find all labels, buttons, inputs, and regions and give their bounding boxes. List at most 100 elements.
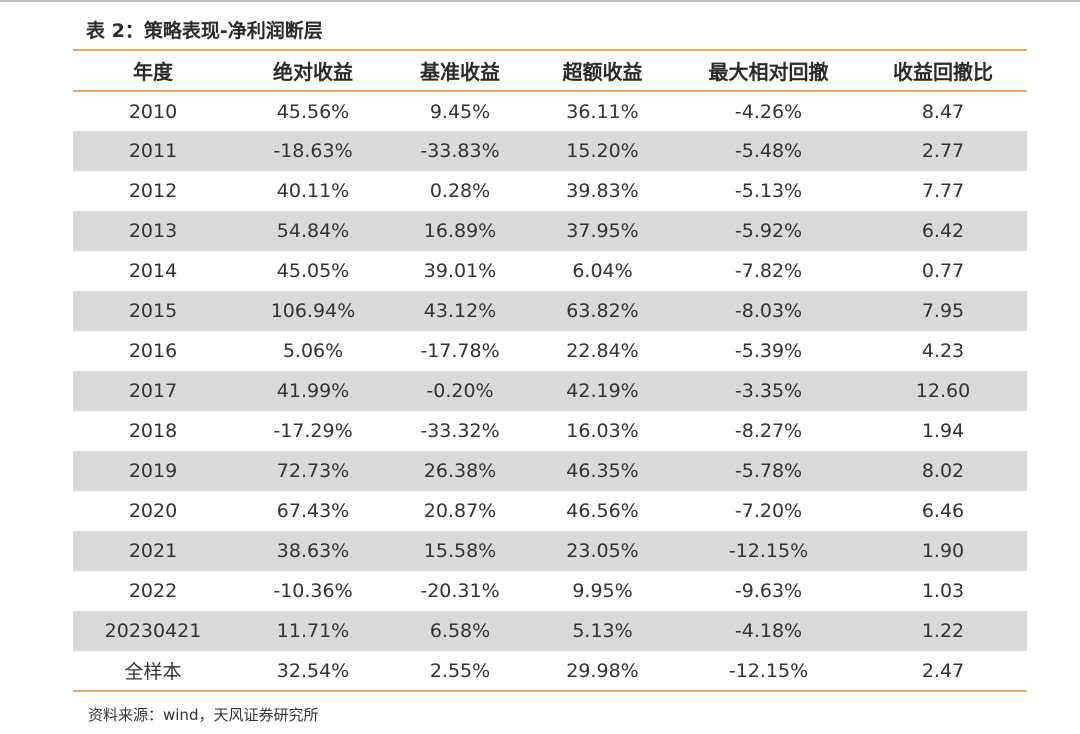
table-body: 2010 45.56% 9.45% 36.11% -4.26% 8.47 2011 -18.6… <box>73 91 1027 692</box>
cell-max-relative-drawdown: -4.26% <box>734 100 803 123</box>
table-header-row: 年度 绝对收益 基准收益 超额收益 最大相对回撤 收益回撤比 <box>73 49 1027 92</box>
cell-benchmark-return: 26.38% <box>393 451 527 491</box>
table-row: 2013 54.84% 16.89% 37.95% -5.92% 6.42 <box>73 211 1027 251</box>
cell-excess-return: 37.95% <box>527 211 678 251</box>
cell-excess-return: 5.13% <box>527 611 678 651</box>
cell-year: 20230421 <box>73 611 233 651</box>
header-benchmark-return: 基准收益 <box>393 49 527 92</box>
table-row: 2022 -10.36% -20.31% 9.95% -9.63% 1.03 <box>73 571 1027 611</box>
cell-year: 2014 <box>128 260 178 282</box>
table-row: 2015 106.94% 43.12% 63.82% -8.03% 7.95 <box>73 291 1027 331</box>
header-excess-return: 超额收益 <box>527 49 678 92</box>
table-row: 20230421 11.71% 6.58% 5.13% -4.18% 1.22 <box>73 611 1027 651</box>
cell-absolute-return: 106.94% <box>233 291 393 331</box>
cell-benchmark-return: 2.55% <box>393 651 527 692</box>
table-row: 全样本 32.54% 2.55% 29.98% -12.15% 2.47 <box>73 651 1027 692</box>
cell-year: 全样本 <box>73 651 233 692</box>
cell-max-relative-drawdown: -4.18% <box>678 611 859 651</box>
cell-max-relative-drawdown: -5.13% <box>734 180 803 202</box>
cell-return-drawdown-ratio: 1.03 <box>921 580 965 602</box>
cell-return-drawdown-ratio: 7.95 <box>859 291 1027 331</box>
table-row: 2017 41.99% -0.20% 42.19% -3.35% 12.60 <box>73 371 1027 411</box>
cell-absolute-return: 11.71% <box>233 611 393 651</box>
cell-return-drawdown-ratio: 4.23 <box>921 340 965 362</box>
cell-year: 2021 <box>73 531 233 571</box>
cell-absolute-return: 45.05% <box>276 260 350 282</box>
cell-max-relative-drawdown: -5.78% <box>678 451 859 491</box>
table-container: 年度 绝对收益 基准收益 超额收益 最大相对回撤 收益回撤比 2010 45.56… <box>73 49 1027 692</box>
cell-benchmark-return: 39.01% <box>423 260 497 282</box>
cell-max-relative-drawdown: -8.03% <box>678 291 859 331</box>
cell-excess-return: 6.04% <box>572 260 633 282</box>
cell-excess-return: 15.20% <box>527 131 678 171</box>
cell-benchmark-return: 16.89% <box>393 211 527 251</box>
table-row: 2018 -17.29% -33.32% 16.03% -8.27% 1.94 <box>73 411 1027 451</box>
cell-return-drawdown-ratio: 7.77 <box>921 180 965 202</box>
cell-excess-return: 39.83% <box>566 180 639 202</box>
cell-max-relative-drawdown: -3.35% <box>678 371 859 411</box>
cell-max-relative-drawdown: -7.82% <box>734 260 803 282</box>
cell-benchmark-return: -20.31% <box>420 580 500 602</box>
header-return-drawdown-ratio: 收益回撤比 <box>859 49 1027 92</box>
table-row: 2020 67.43% 20.87% 46.56% -7.20% 6.46 <box>73 491 1027 531</box>
header-year: 年度 <box>73 49 233 92</box>
cell-max-relative-drawdown: -9.63% <box>734 580 803 602</box>
cell-year: 2011 <box>73 131 233 171</box>
table-row: 2016 5.06% -17.78% 22.84% -5.39% 4.23 <box>73 331 1027 371</box>
cell-excess-return: 23.05% <box>527 531 678 571</box>
cell-absolute-return: -17.29% <box>273 420 353 442</box>
cell-return-drawdown-ratio: 1.94 <box>921 420 965 442</box>
cell-return-drawdown-ratio: 2.47 <box>859 651 1027 692</box>
cell-return-drawdown-ratio: 12.60 <box>859 371 1027 411</box>
table-row: 2012 40.11% 0.28% 39.83% -5.13% 7.77 <box>73 171 1027 211</box>
cell-max-relative-drawdown: -12.15% <box>678 651 859 692</box>
header-max-relative-drawdown: 最大相对回撤 <box>678 49 859 92</box>
cell-excess-return: 42.19% <box>527 371 678 411</box>
cell-absolute-return: 67.43% <box>276 500 350 522</box>
cell-return-drawdown-ratio: 8.02 <box>859 451 1027 491</box>
cell-max-relative-drawdown: -7.20% <box>734 500 803 522</box>
cell-excess-return: 63.82% <box>527 291 678 331</box>
table-row: 2011 -18.63% -33.83% 15.20% -5.48% 2.77 <box>73 131 1027 171</box>
header-absolute-return: 绝对收益 <box>233 49 393 92</box>
cell-absolute-return: -10.36% <box>273 580 353 602</box>
table-row: 2014 45.05% 39.01% 6.04% -7.82% 0.77 <box>73 251 1027 291</box>
cell-absolute-return: 32.54% <box>233 651 393 692</box>
cell-absolute-return: 54.84% <box>233 211 393 251</box>
cell-excess-return: 16.03% <box>566 420 639 442</box>
cell-benchmark-return: -0.20% <box>393 371 527 411</box>
top-divider <box>0 0 1080 2</box>
cell-excess-return: 9.95% <box>572 580 633 602</box>
cell-return-drawdown-ratio: 0.77 <box>921 260 965 282</box>
cell-absolute-return: 72.73% <box>233 451 393 491</box>
cell-max-relative-drawdown: -8.27% <box>734 420 803 442</box>
cell-benchmark-return: 43.12% <box>393 291 527 331</box>
cell-year: 2020 <box>128 500 178 522</box>
cell-year: 2012 <box>128 180 178 202</box>
cell-excess-return: 46.35% <box>527 451 678 491</box>
cell-year: 2018 <box>128 420 178 442</box>
cell-max-relative-drawdown: -5.92% <box>678 211 859 251</box>
cell-absolute-return: -18.63% <box>233 131 393 171</box>
cell-absolute-return: 5.06% <box>282 340 344 362</box>
cell-absolute-return: 45.56% <box>276 100 350 123</box>
cell-max-relative-drawdown: -5.39% <box>734 340 803 362</box>
strategy-performance-table: 年度 绝对收益 基准收益 超额收益 最大相对回撤 收益回撤比 2010 45.56… <box>73 49 1027 692</box>
cell-year: 2015 <box>73 291 233 331</box>
cell-return-drawdown-ratio: 1.22 <box>859 611 1027 651</box>
cell-excess-return: 46.56% <box>566 500 639 522</box>
table-row: 2019 72.73% 26.38% 46.35% -5.78% 8.02 <box>73 451 1027 491</box>
cell-year: 2010 <box>128 100 178 123</box>
cell-year: 2016 <box>128 340 178 362</box>
cell-absolute-return: 40.11% <box>276 180 350 202</box>
cell-year: 2019 <box>73 451 233 491</box>
source-note: 资料来源：wind，天风证券研究所 <box>88 706 319 724</box>
cell-year: 2017 <box>73 371 233 411</box>
cell-year: 2022 <box>128 580 178 602</box>
cell-benchmark-return: -33.83% <box>393 131 527 171</box>
cell-return-drawdown-ratio: 6.46 <box>921 500 965 522</box>
cell-absolute-return: 38.63% <box>233 531 393 571</box>
cell-benchmark-return: -17.78% <box>420 340 500 362</box>
cell-benchmark-return: -33.32% <box>420 420 500 442</box>
cell-max-relative-drawdown: -12.15% <box>678 531 859 571</box>
